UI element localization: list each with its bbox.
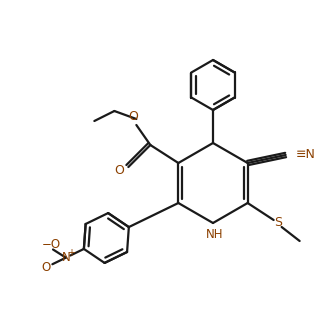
Text: N: N — [61, 251, 70, 264]
Text: ≡N: ≡N — [296, 148, 316, 161]
Text: −O: −O — [41, 239, 60, 252]
Text: NH: NH — [206, 229, 224, 242]
Text: O: O — [41, 261, 51, 274]
Text: S: S — [274, 216, 282, 230]
Text: O: O — [115, 165, 124, 178]
Text: +: + — [67, 248, 75, 258]
Text: O: O — [128, 110, 138, 123]
